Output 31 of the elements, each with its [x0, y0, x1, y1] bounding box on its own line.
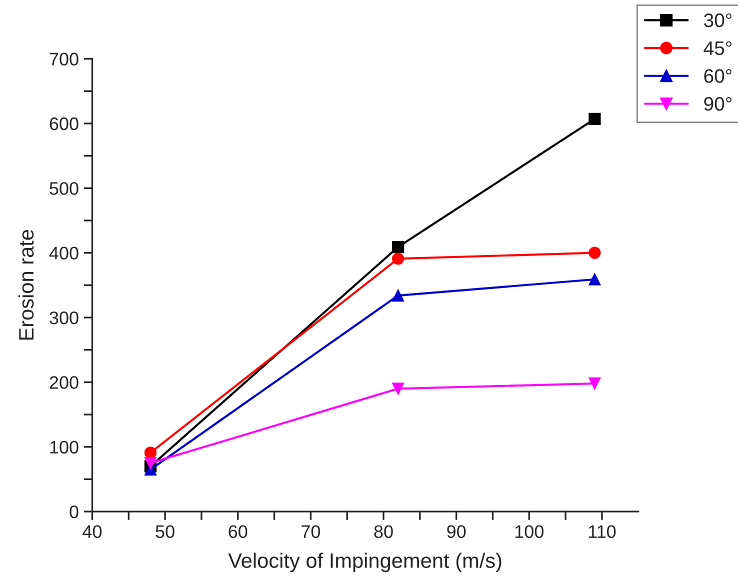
x-tick-label: 50 — [156, 525, 174, 538]
point — [392, 240, 404, 254]
point — [392, 252, 404, 265]
legend-label: 30° — [704, 13, 732, 28]
x-tick-label: 60 — [228, 525, 248, 538]
y-tick-label: 600 — [50, 117, 78, 130]
point — [144, 456, 157, 470]
x-axis-title: Velocity of Impingement (m/s) — [228, 552, 502, 572]
y-tick-label: 500 — [50, 182, 78, 195]
x-tick-label: 80 — [374, 525, 393, 538]
x-tick-label: 70 — [302, 525, 320, 538]
y-tick-label: 100 — [50, 440, 78, 454]
point — [588, 112, 601, 126]
y-axis-title: Erosion rate — [18, 230, 34, 340]
x-tick-label: 90 — [447, 525, 466, 538]
y-tick-label: 200 — [50, 376, 78, 389]
x-tick-label: 110 — [588, 525, 616, 538]
y-tick-label: 700 — [50, 52, 78, 66]
y-tick-label: 0 — [70, 505, 78, 518]
point — [588, 377, 601, 390]
point — [392, 382, 404, 395]
point — [392, 289, 404, 302]
legend-label: 60° — [704, 69, 732, 83]
y-tick-label: 400 — [49, 246, 78, 260]
legend-label: 45° — [704, 41, 732, 56]
y-tick-label: 300 — [50, 311, 78, 324]
point — [588, 273, 601, 286]
x-tick-label: 100 — [515, 525, 544, 538]
legend-label: 90° — [704, 96, 732, 111]
point — [588, 246, 601, 259]
x-tick-label: 40 — [82, 525, 102, 538]
